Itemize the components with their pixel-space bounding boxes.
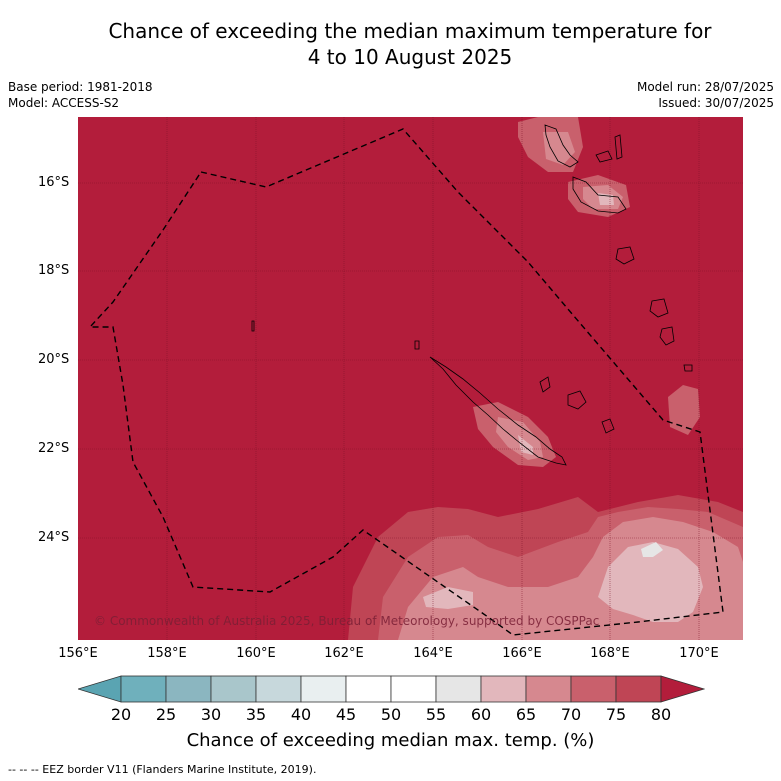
- colorbar-low-extend: [78, 675, 122, 703]
- cbar-tick-70: 70: [560, 705, 582, 724]
- lat-label-20s: 20°S: [38, 352, 70, 367]
- cbar-tick-45: 45: [335, 705, 357, 724]
- isolated-reef-1: [251, 320, 255, 332]
- contour-75-east: [668, 385, 700, 435]
- colorbar-seg-35: [255, 675, 302, 703]
- map-svg: [78, 117, 743, 640]
- eez-border: [88, 128, 724, 636]
- vanuatu-aneityum: [683, 364, 693, 372]
- issued-date: Issued: 30/07/2025: [658, 96, 774, 110]
- new-caledonia-island: [429, 356, 567, 466]
- vanuatu-erromango: [649, 298, 669, 318]
- cbar-tick-30: 30: [200, 705, 222, 724]
- cbar-tick-20: 20: [110, 705, 132, 724]
- cbar-tick-55: 55: [425, 705, 447, 724]
- lat-label-22s: 22°S: [38, 441, 70, 456]
- contour-55-bottom: [641, 542, 663, 557]
- cbar-tick-35: 35: [245, 705, 267, 724]
- vanuatu-island-a: [595, 150, 613, 163]
- lon-label-164e: 164°E: [413, 646, 453, 661]
- colorbar-seg-55: [435, 675, 482, 703]
- lon-label-166e: 166°E: [502, 646, 542, 661]
- cbar-tick-75: 75: [605, 705, 627, 724]
- model-run: Model run: 28/07/2025: [636, 80, 774, 94]
- eez-footnote: -- -- -- EEZ border V11 (Flanders Marine…: [8, 763, 317, 776]
- title-line-2: 4 to 10 August 2025: [307, 45, 513, 69]
- colorbar-seg-30: [210, 675, 257, 703]
- vanuatu-malekula: [572, 176, 627, 214]
- map-panel[interactable]: [78, 117, 743, 640]
- colorbar-label: Chance of exceeding median max. temp. (%…: [186, 730, 595, 751]
- chart-title: Chance of exceeding the median maximum t…: [0, 18, 781, 70]
- vanuatu-tanna: [659, 326, 675, 346]
- colorbar-seg-60: [480, 675, 527, 703]
- vanuatu-efate: [615, 246, 635, 265]
- coastlines: [251, 124, 693, 466]
- colorbar-high-extend: [660, 675, 705, 703]
- cbar-tick-80: 80: [650, 705, 672, 724]
- lat-label-18s: 18°S: [38, 263, 70, 278]
- title-line-1: Chance of exceeding the median maximum t…: [108, 19, 712, 43]
- lat-label-16s: 16°S: [38, 175, 70, 190]
- cbar-tick-65: 65: [515, 705, 537, 724]
- lon-label-168e: 168°E: [590, 646, 630, 661]
- colorbar-seg-65: [525, 675, 572, 703]
- lon-label-156e: 156°E: [58, 646, 98, 661]
- lon-label-170e: 170°E: [679, 646, 719, 661]
- copyright-notice: © Commonwealth of Australia 2025, Bureau…: [94, 614, 600, 628]
- colorbar: [78, 675, 705, 703]
- colorbar-seg-45: [345, 675, 392, 703]
- model-name: Model: ACCESS-S2: [8, 96, 120, 110]
- contour-shading: [348, 117, 743, 640]
- cbar-tick-50: 50: [380, 705, 402, 724]
- lat-label-24s: 24°S: [38, 530, 70, 545]
- cbar-tick-25: 25: [155, 705, 177, 724]
- meta-left: Base period: 1981-2018 Model: ACCESS-S2: [8, 79, 153, 111]
- loyalty-island-2: [567, 390, 587, 410]
- loyalty-island-1: [539, 376, 551, 393]
- cbar-tick-60: 60: [470, 705, 492, 724]
- contour-70-vanuatu-n: [543, 132, 575, 165]
- colorbar-seg-40: [300, 675, 347, 703]
- graticule: [78, 117, 743, 640]
- colorbar-seg-25: [165, 675, 212, 703]
- meta-right: Model run: 28/07/2025 Issued: 30/07/2025: [637, 79, 774, 111]
- base-period: Base period: 1981-2018: [8, 80, 153, 94]
- vanuatu-pentecost: [614, 134, 623, 160]
- colorbar-seg-70: [570, 675, 617, 703]
- contour-60-left: [423, 587, 473, 609]
- colorbar-seg-20: [120, 675, 167, 703]
- colorbar-seg-75: [615, 675, 662, 703]
- lon-label-160e: 160°E: [236, 646, 276, 661]
- isolated-reef-2: [414, 340, 420, 350]
- cbar-tick-40: 40: [290, 705, 312, 724]
- colorbar-seg-50: [390, 675, 437, 703]
- lon-label-162e: 162°E: [324, 646, 364, 661]
- loyalty-island-3: [601, 418, 615, 434]
- vanuatu-espiritu: [544, 124, 579, 168]
- lon-label-158e: 158°E: [147, 646, 187, 661]
- contour-60-bottom: [598, 542, 703, 622]
